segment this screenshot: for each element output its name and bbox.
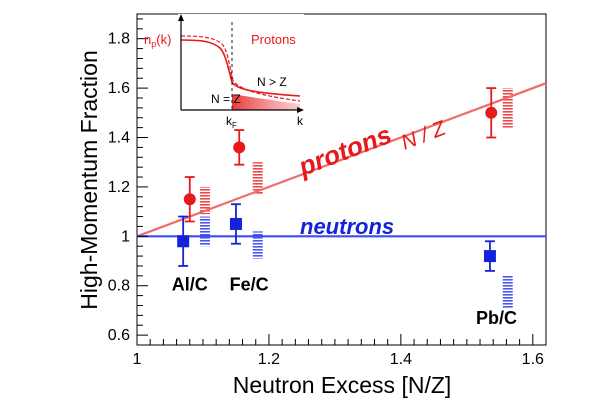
inset-y-label-sub: p [151, 39, 156, 49]
plot-frame [136, 13, 547, 346]
y-tick-label: 1.4 [108, 130, 130, 147]
x-tick-label: 1.2 [258, 351, 280, 368]
inset-solid-curve [180, 39, 301, 97]
y-tick-label: 1.2 [108, 179, 130, 196]
target-label: Pb/C [476, 308, 517, 328]
inset-plot: np(k) Protons N = Z N > Z kF k [144, 14, 304, 130]
proton-theory-band [199, 186, 210, 215]
inset-x-label: k [297, 114, 304, 128]
proton-line-label-group: protons [293, 119, 395, 182]
neutron-point [483, 240, 496, 272]
proton-trend-line [136, 82, 547, 238]
y-tick-label: 0.6 [108, 327, 130, 344]
neutron-line-label: neutrons [300, 214, 394, 239]
proton-point [233, 129, 246, 166]
neutron-marker [483, 250, 496, 263]
annotations: Al/C Fe/C Pb/C [172, 275, 517, 328]
x-tick-label: 1.4 [390, 351, 412, 368]
y-tick-label: 1 [121, 228, 130, 245]
proton-marker [485, 106, 498, 119]
proton-theory-band [252, 162, 263, 195]
inset-region-left: N = Z [211, 92, 241, 106]
x-tick-label: 1.6 [522, 351, 544, 368]
inset-kf-sub: F [232, 121, 237, 130]
neutron-point [177, 215, 190, 267]
proton-marker [233, 141, 246, 154]
inset-y-label-tail: (k) [156, 32, 171, 47]
inset-kf-label: kF [226, 114, 237, 130]
inset-shaded-region [232, 94, 300, 110]
inset-y-label: np(k) [144, 32, 171, 49]
nz-line-label: N / Z [398, 116, 450, 154]
inset-kf-main: k [226, 114, 233, 128]
proton-point [183, 176, 196, 223]
axis-ticks: 1 1.2 1.4 1.6 0.6 0.8 1 1.2 1.4 1.6 1.8 [108, 18, 547, 368]
proton-theory-band [502, 88, 513, 128]
inset-x-arrow [297, 107, 304, 113]
proton-point [485, 87, 498, 139]
target-label: Al/C [172, 275, 208, 295]
x-axis-label: Neutron Excess [N/Z] [233, 372, 452, 398]
y-tick-label: 1.8 [108, 31, 130, 48]
inset-y-label-main: n [144, 32, 151, 47]
y-tick-label: 1.6 [108, 80, 130, 97]
neutron-marker [229, 217, 242, 230]
proton-line-label: protons [293, 119, 395, 182]
proton-marker [183, 193, 196, 206]
y-axis-label: High-Momentum Fraction [76, 50, 102, 309]
inset-region-right: N > Z [257, 75, 287, 89]
trend-lines [136, 82, 547, 238]
x-tick-label: 1 [133, 351, 142, 368]
nz-label-group: N / Z [398, 116, 450, 154]
neutron-theory-band [502, 275, 513, 308]
theory-bands [199, 88, 513, 308]
inset-y-arrow [178, 14, 184, 21]
neutron-theory-band [199, 216, 210, 247]
inset-background [178, 14, 304, 108]
neutron-theory-band [252, 231, 263, 259]
neutron-point [229, 203, 242, 245]
inset-legend-label: Protons [251, 32, 296, 47]
data-points [177, 87, 498, 272]
target-label: Fe/C [230, 275, 269, 295]
y-tick-label: 0.8 [108, 278, 130, 295]
neutron-marker [177, 235, 190, 248]
